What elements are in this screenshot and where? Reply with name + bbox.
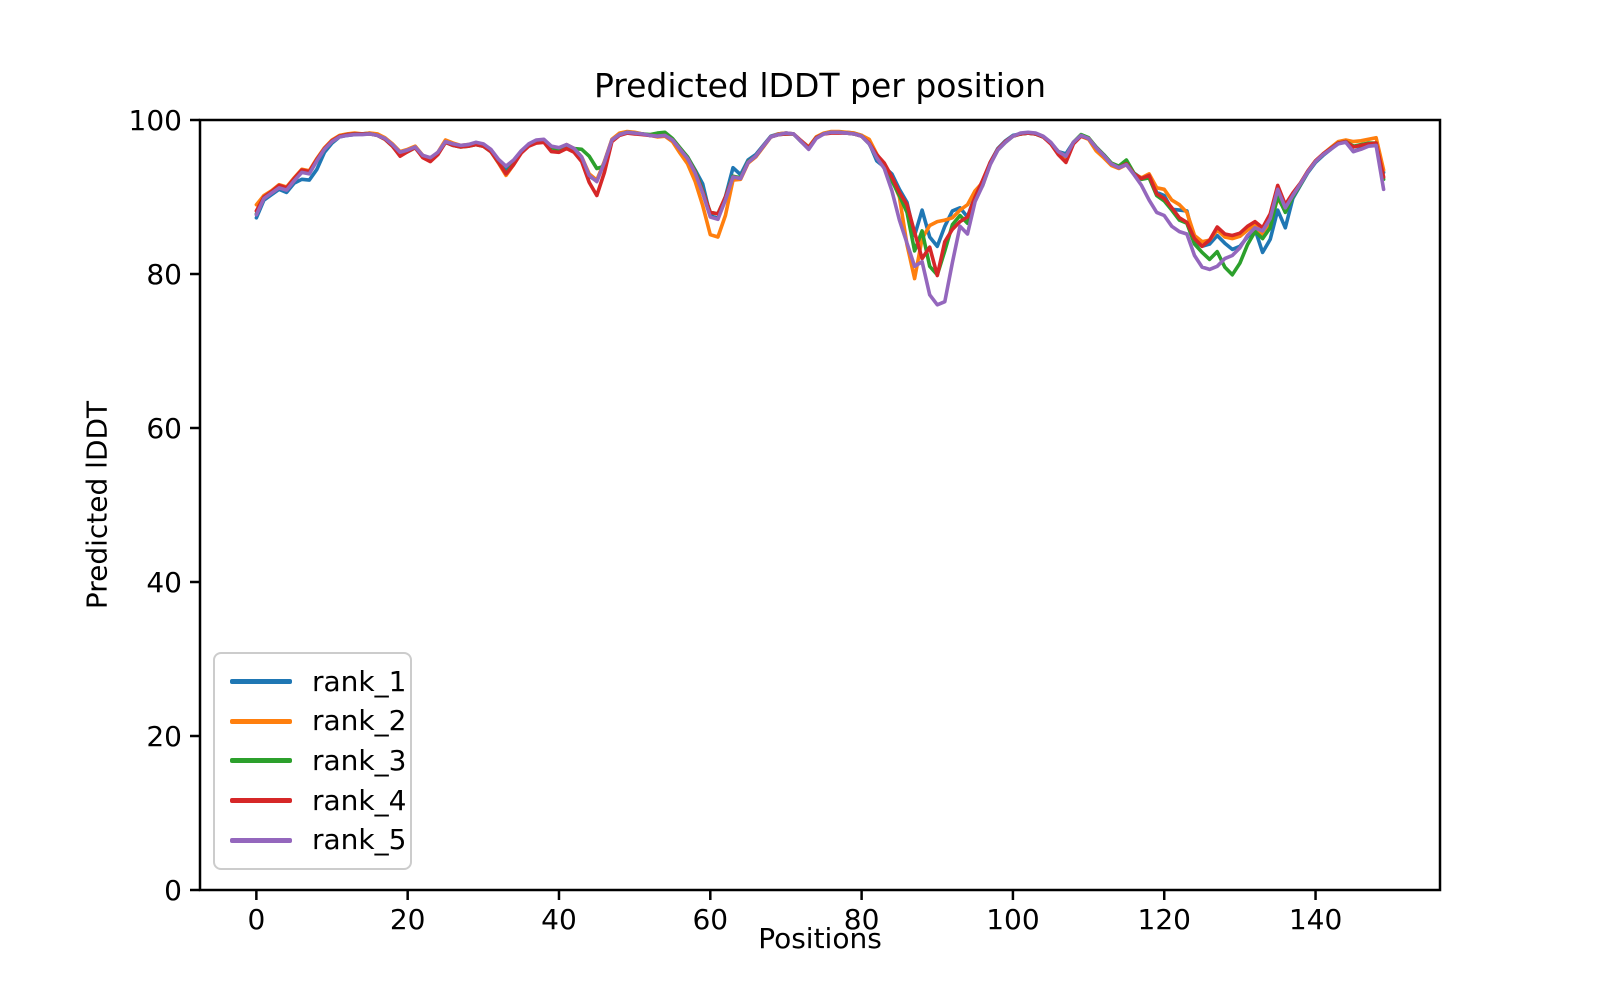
axes-spines	[198, 118, 1442, 892]
legend-line-swatch-rank_4	[230, 798, 292, 804]
y-tick-label: 100	[129, 104, 182, 137]
legend-entry-rank_1: rank_1	[215, 664, 410, 698]
x-axis-label: Positions	[758, 922, 882, 955]
x-tick-label: 140	[1289, 903, 1342, 936]
legend-line-swatch-rank_5	[230, 837, 292, 843]
y-tick-label: 40	[146, 566, 182, 599]
y-tick-label: 80	[146, 258, 182, 291]
x-tick-label: 40	[541, 903, 577, 936]
y-tick-label: 20	[146, 720, 182, 753]
x-tick-label: 100	[986, 903, 1039, 936]
legend-label: rank_1	[312, 664, 407, 698]
legend-label: rank_4	[312, 783, 407, 817]
chart-line-rank_3	[254, 130, 1386, 277]
y-axis-label: Predicted lDDT	[80, 400, 114, 610]
x-tick-label: 0	[247, 903, 265, 936]
legend-entry-rank_3: rank_3	[215, 743, 410, 777]
legend-line-swatch-rank_3	[230, 758, 292, 764]
x-tick-label: 60	[692, 903, 728, 936]
legend-label: rank_5	[312, 823, 407, 857]
x-tick-label: 120	[1138, 903, 1191, 936]
y-tick-label: 60	[146, 412, 182, 445]
legend-entry-rank_2: rank_2	[215, 707, 410, 735]
legend: rank_1 rank_2 rank_3 rank_4 rank_5	[213, 652, 412, 870]
chart-line-rank_5	[254, 130, 1386, 307]
chart-title: Predicted lDDT per position	[593, 66, 1047, 105]
legend-line-swatch-rank_1	[230, 679, 292, 685]
legend-label: rank_2	[312, 704, 407, 738]
legend-entry-rank_5: rank_5	[215, 826, 410, 854]
y-tick-label: 0	[164, 874, 182, 907]
x-tick-label: 80	[844, 903, 880, 936]
legend-entry-rank_4: rank_4	[215, 783, 410, 817]
legend-label: rank_3	[312, 743, 407, 777]
legend-line-swatch-rank_2	[230, 718, 292, 724]
x-tick-label: 20	[390, 903, 426, 936]
